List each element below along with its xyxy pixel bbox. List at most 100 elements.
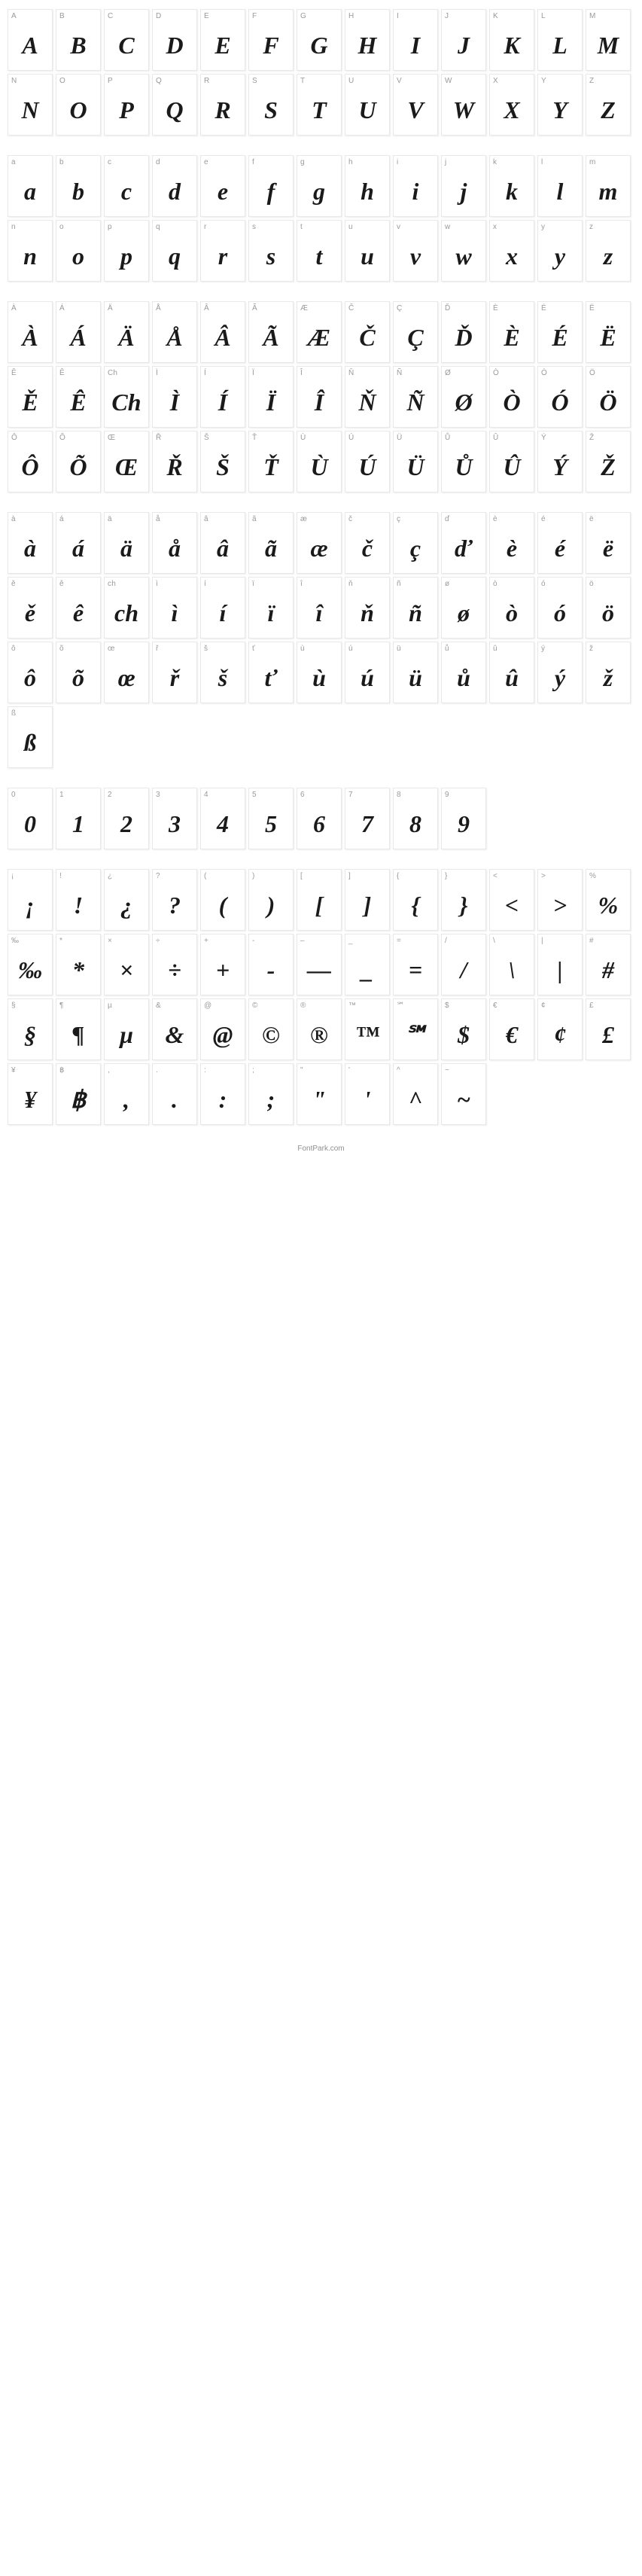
- glyph-label: <: [490, 870, 534, 883]
- glyph-label: O: [56, 75, 100, 88]
- glyph-cell: YY: [537, 74, 583, 136]
- glyph-label: 5: [249, 788, 293, 802]
- glyph-cell: VV: [393, 74, 438, 136]
- glyph-cell: ŽŽ: [586, 431, 631, 492]
- glyph-label: a: [8, 156, 52, 169]
- glyph-display: 4: [201, 802, 245, 849]
- glyph-label: 2: [105, 788, 148, 802]
- glyph-label: £: [586, 999, 630, 1013]
- glyph-cell: ŒŒ: [104, 431, 149, 492]
- glyph-label: ç: [394, 513, 437, 526]
- glyph-cell: [[: [297, 869, 342, 931]
- glyph-display: 0: [8, 802, 52, 849]
- glyph-label: ;: [249, 1064, 293, 1078]
- glyph-display: ‰: [8, 948, 52, 995]
- glyph-cell: ÛÛ: [489, 431, 534, 492]
- glyph-display: (: [201, 883, 245, 930]
- glyph-label: Ï: [249, 367, 293, 380]
- glyph-cell: \\: [489, 934, 534, 995]
- glyph-cell: **: [56, 934, 101, 995]
- glyph-cell: ÑÑ: [393, 366, 438, 428]
- glyph-display: !: [56, 883, 100, 930]
- glyph-display: ?: [153, 883, 196, 930]
- glyph-display: ;: [249, 1078, 293, 1124]
- glyph-label: *: [56, 934, 100, 948]
- glyph-cell: ‰‰: [8, 934, 53, 995]
- glyph-display: ¶: [56, 1013, 100, 1059]
- glyph-label: Œ: [105, 431, 148, 445]
- glyph-cell: !!: [56, 869, 101, 931]
- glyph-label: Â: [201, 302, 245, 316]
- glyph-label: r: [201, 221, 245, 234]
- glyph-cell: îî: [297, 577, 342, 639]
- glyph-label: ö: [586, 578, 630, 591]
- glyph-cell: ff: [248, 155, 294, 217]
- glyph-label: }: [442, 870, 485, 883]
- glyph-display: Š: [201, 445, 245, 492]
- glyph-label: õ: [56, 642, 100, 656]
- glyph-display: ø: [442, 591, 485, 638]
- glyph-display: S: [249, 88, 293, 135]
- glyph-label: ë: [586, 513, 630, 526]
- glyph-display: â: [201, 526, 245, 573]
- glyph-label: o: [56, 221, 100, 234]
- glyph-label: Ů: [442, 431, 485, 445]
- glyph-display: |: [538, 948, 582, 995]
- glyph-cell: ××: [104, 934, 149, 995]
- glyph-label: Ď: [442, 302, 485, 316]
- glyph-cell: ((: [200, 869, 245, 931]
- glyph-label: Ù: [297, 431, 341, 445]
- glyph-display: è: [490, 526, 534, 573]
- glyph-display: Ê: [56, 380, 100, 427]
- glyph-cell: AA: [8, 9, 53, 71]
- glyph-label: =: [394, 934, 437, 948]
- glyph-display: Ch: [105, 380, 148, 427]
- glyph-display: Ù: [297, 445, 341, 492]
- glyph-cell: ýý: [537, 642, 583, 703]
- glyph-cell: ùù: [297, 642, 342, 703]
- glyph-label: à: [8, 513, 52, 526]
- glyph-cell: ŮŮ: [441, 431, 486, 492]
- glyph-label: _: [345, 934, 389, 948]
- glyph-cell: %%: [586, 869, 631, 931]
- glyph-cell: ôô: [8, 642, 53, 703]
- glyph-label: A: [8, 10, 52, 23]
- glyph-label: x: [490, 221, 534, 234]
- glyph-label: ñ: [394, 578, 437, 591]
- glyph-cell: KK: [489, 9, 534, 71]
- glyph-cell: ÚÚ: [345, 431, 390, 492]
- glyph-label: ": [297, 1064, 341, 1078]
- glyph-cell: ®®: [297, 998, 342, 1060]
- glyph-display: à: [8, 526, 52, 573]
- glyph-label: ch: [105, 578, 148, 591]
- glyph-display: Ï: [249, 380, 293, 427]
- glyph-cell: ;;: [248, 1063, 294, 1125]
- glyph-cell: ℠℠: [393, 998, 438, 1060]
- glyph-cell: 00: [8, 788, 53, 849]
- glyph-display: î: [297, 591, 341, 638]
- glyph-label: –: [297, 934, 341, 948]
- glyph-display: z: [586, 234, 630, 281]
- glyph-display: Ì: [153, 380, 196, 427]
- glyph-cell: ÃÃ: [248, 301, 294, 363]
- glyph-label: š: [201, 642, 245, 656]
- glyph-label: ©: [249, 999, 293, 1013]
- glyph-cell: 66: [297, 788, 342, 849]
- glyph-cell: œœ: [104, 642, 149, 703]
- glyph-cell: öö: [586, 577, 631, 639]
- glyph-label: ): [249, 870, 293, 883]
- glyph-cell: mm: [586, 155, 631, 217]
- glyph-label: u: [345, 221, 389, 234]
- glyph-cell: ÷÷: [152, 934, 197, 995]
- glyph-display: m: [586, 169, 630, 216]
- glyph-cell: ÈÈ: [489, 301, 534, 363]
- glyph-label: k: [490, 156, 534, 169]
- glyph-cell: ss: [248, 220, 294, 282]
- glyph-cell: &&: [152, 998, 197, 1060]
- glyph-cell: ŠŠ: [200, 431, 245, 492]
- glyph-cell: ££: [586, 998, 631, 1060]
- glyph-cell: FF: [248, 9, 294, 71]
- glyph-display: ç: [394, 526, 437, 573]
- glyph-cell: ÕÕ: [56, 431, 101, 492]
- glyph-label: Č: [345, 302, 389, 316]
